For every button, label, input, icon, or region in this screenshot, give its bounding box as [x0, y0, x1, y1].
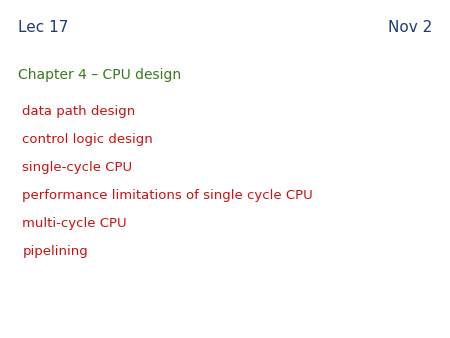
Text: Nov 2: Nov 2 [388, 20, 432, 35]
Text: pipelining: pipelining [22, 245, 88, 258]
Text: Lec 17: Lec 17 [18, 20, 68, 35]
Text: data path design: data path design [22, 105, 136, 118]
Text: control logic design: control logic design [22, 133, 153, 146]
Text: single-cycle CPU: single-cycle CPU [22, 161, 133, 174]
Text: multi-cycle CPU: multi-cycle CPU [22, 217, 127, 230]
Text: Chapter 4 – CPU design: Chapter 4 – CPU design [18, 68, 181, 81]
Text: performance limitations of single cycle CPU: performance limitations of single cycle … [22, 189, 313, 202]
